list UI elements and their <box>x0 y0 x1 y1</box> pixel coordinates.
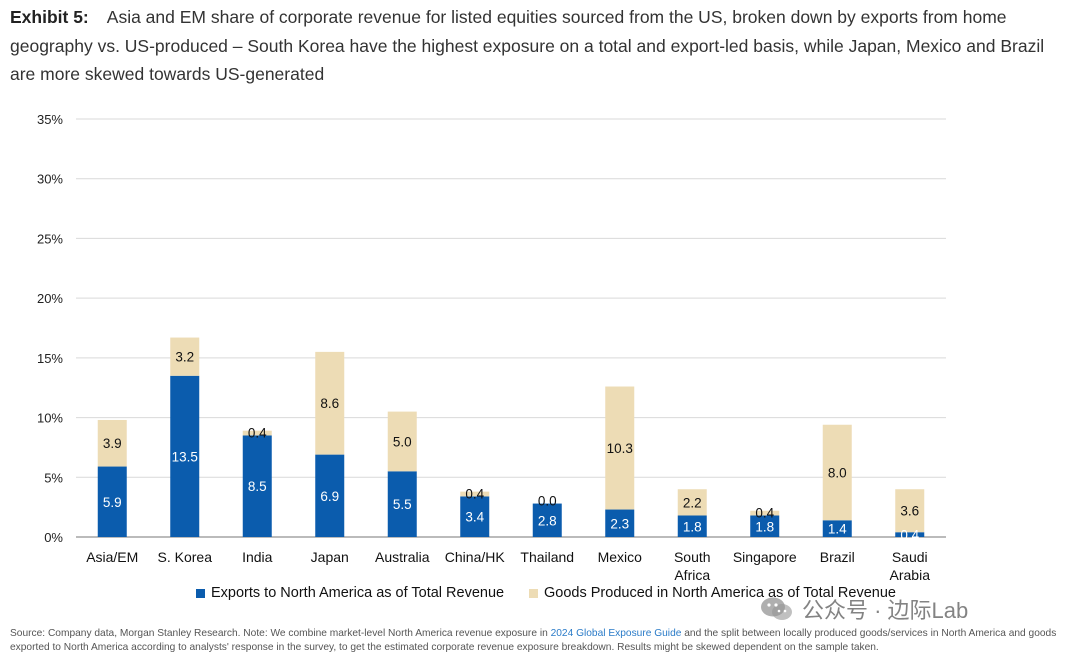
data-label-exports: 3.4 <box>465 510 484 525</box>
bar-exports <box>750 515 780 537</box>
data-label-exports: 6.9 <box>320 489 339 504</box>
y-tick-label: 5% <box>44 470 63 485</box>
y-tick-label: 25% <box>37 231 63 246</box>
bar-exports <box>895 532 925 537</box>
y-tick-label: 35% <box>37 112 63 127</box>
bar-exports <box>242 435 272 537</box>
category-label: Arabia <box>890 567 931 583</box>
data-label-exports: 1.8 <box>755 519 774 534</box>
source-text-before: Source: Company data, Morgan Stanley Res… <box>10 628 551 639</box>
data-label-produced: 0.4 <box>755 506 774 521</box>
category-label: Thailand <box>520 549 574 565</box>
bar-produced <box>460 491 490 497</box>
y-tick-label: 15% <box>37 351 63 366</box>
bar-exports <box>170 375 200 537</box>
category-label: Africa <box>674 567 710 583</box>
stacked-bar-chart: 0% 5% 10% 15% 20% 25% 30% 35% 5.9 3.9 Asia/EM 13.5 3… <box>37 112 946 583</box>
source-note: Source: Company data, Morgan Stanley Res… <box>10 627 1078 654</box>
bar-produced <box>677 489 707 516</box>
legend-item-exports: Exports to North America as of Total Rev… <box>196 585 504 601</box>
bar-produced <box>605 386 635 510</box>
data-label-produced: 2.2 <box>683 495 702 510</box>
category-label: S. Korea <box>158 549 213 565</box>
bar-exports <box>315 454 345 537</box>
bar-exports <box>460 496 490 537</box>
bar-produced <box>242 430 272 436</box>
data-label-exports: 0.4 <box>900 528 919 543</box>
exposure-guide-link[interactable]: 2024 Global Exposure Guide <box>550 628 682 639</box>
data-label-produced: 8.6 <box>320 396 339 411</box>
category-label: India <box>242 549 273 565</box>
bar-exports <box>532 503 562 537</box>
category-label: Japan <box>311 549 349 565</box>
legend-swatch-exports <box>196 588 205 598</box>
bar-exports <box>97 466 127 537</box>
bar-exports <box>822 520 852 537</box>
chart-legend: Exports to North America as of Total Rev… <box>0 585 1080 607</box>
bar-produced <box>750 510 780 516</box>
bar-produced <box>895 489 925 533</box>
legend-swatch-produced <box>529 588 538 598</box>
bar-exports <box>605 509 635 537</box>
category-label: South <box>674 549 711 565</box>
data-label-exports: 5.5 <box>393 497 412 512</box>
chart-title: Asia and EM share of corporate revenue f… <box>10 7 1045 84</box>
data-label-exports: 8.5 <box>248 479 267 494</box>
category-label: Mexico <box>598 549 643 565</box>
data-label-produced: 3.9 <box>103 436 122 451</box>
legend-label-produced: Goods Produced in North America as of To… <box>544 585 896 601</box>
bar-exports <box>677 515 707 537</box>
bar-produced <box>822 424 852 521</box>
data-label-produced: 10.3 <box>607 441 633 456</box>
legend-label-exports: Exports to North America as of Total Rev… <box>211 585 505 601</box>
y-tick-label: 20% <box>37 291 63 306</box>
data-label-exports: 2.8 <box>538 513 557 528</box>
y-tick-label: 30% <box>37 172 63 187</box>
category-label: Brazil <box>820 549 855 565</box>
source-text-after: and the split between locally produced g… <box>10 628 1057 653</box>
bar-produced <box>97 419 127 467</box>
bar-produced <box>170 337 200 376</box>
exhibit-label: Exhibit 5: <box>10 7 89 27</box>
data-label-exports: 5.9 <box>103 495 122 510</box>
bar-produced <box>387 411 417 472</box>
watermark-text: 公众号 · 边际Lab <box>802 598 969 623</box>
data-label-exports: 13.5 <box>172 449 198 464</box>
bar-exports <box>387 471 417 537</box>
y-tick-label: 0% <box>44 530 63 545</box>
legend-item-produced: Goods Produced in North America as of To… <box>529 585 896 601</box>
y-tick-label: 10% <box>37 411 63 426</box>
data-label-produced: 3.6 <box>900 504 919 519</box>
data-label-produced: 0.0 <box>538 494 557 509</box>
data-label-produced: 0.4 <box>248 425 267 440</box>
category-label: Saudi <box>892 549 928 565</box>
data-label-produced: 0.4 <box>465 486 484 501</box>
data-label-exports: 1.4 <box>828 522 847 537</box>
data-label-produced: 3.2 <box>175 350 194 365</box>
data-label-exports: 1.8 <box>683 519 702 534</box>
category-label: Australia <box>375 549 430 565</box>
data-label-exports: 2.3 <box>610 516 629 531</box>
watermark: 公众号 · 边际Lab <box>760 593 968 625</box>
chart-header: Exhibit 5: Asia and EM share of corporate… <box>10 3 1070 89</box>
category-label: Asia/EM <box>86 549 138 565</box>
category-label: China/HK <box>445 549 506 565</box>
bar-produced <box>315 351 345 455</box>
chat-bubble-icon <box>761 597 792 620</box>
data-label-produced: 5.0 <box>393 434 412 449</box>
data-label-produced: 8.0 <box>828 466 847 481</box>
category-label: Singapore <box>733 549 797 565</box>
